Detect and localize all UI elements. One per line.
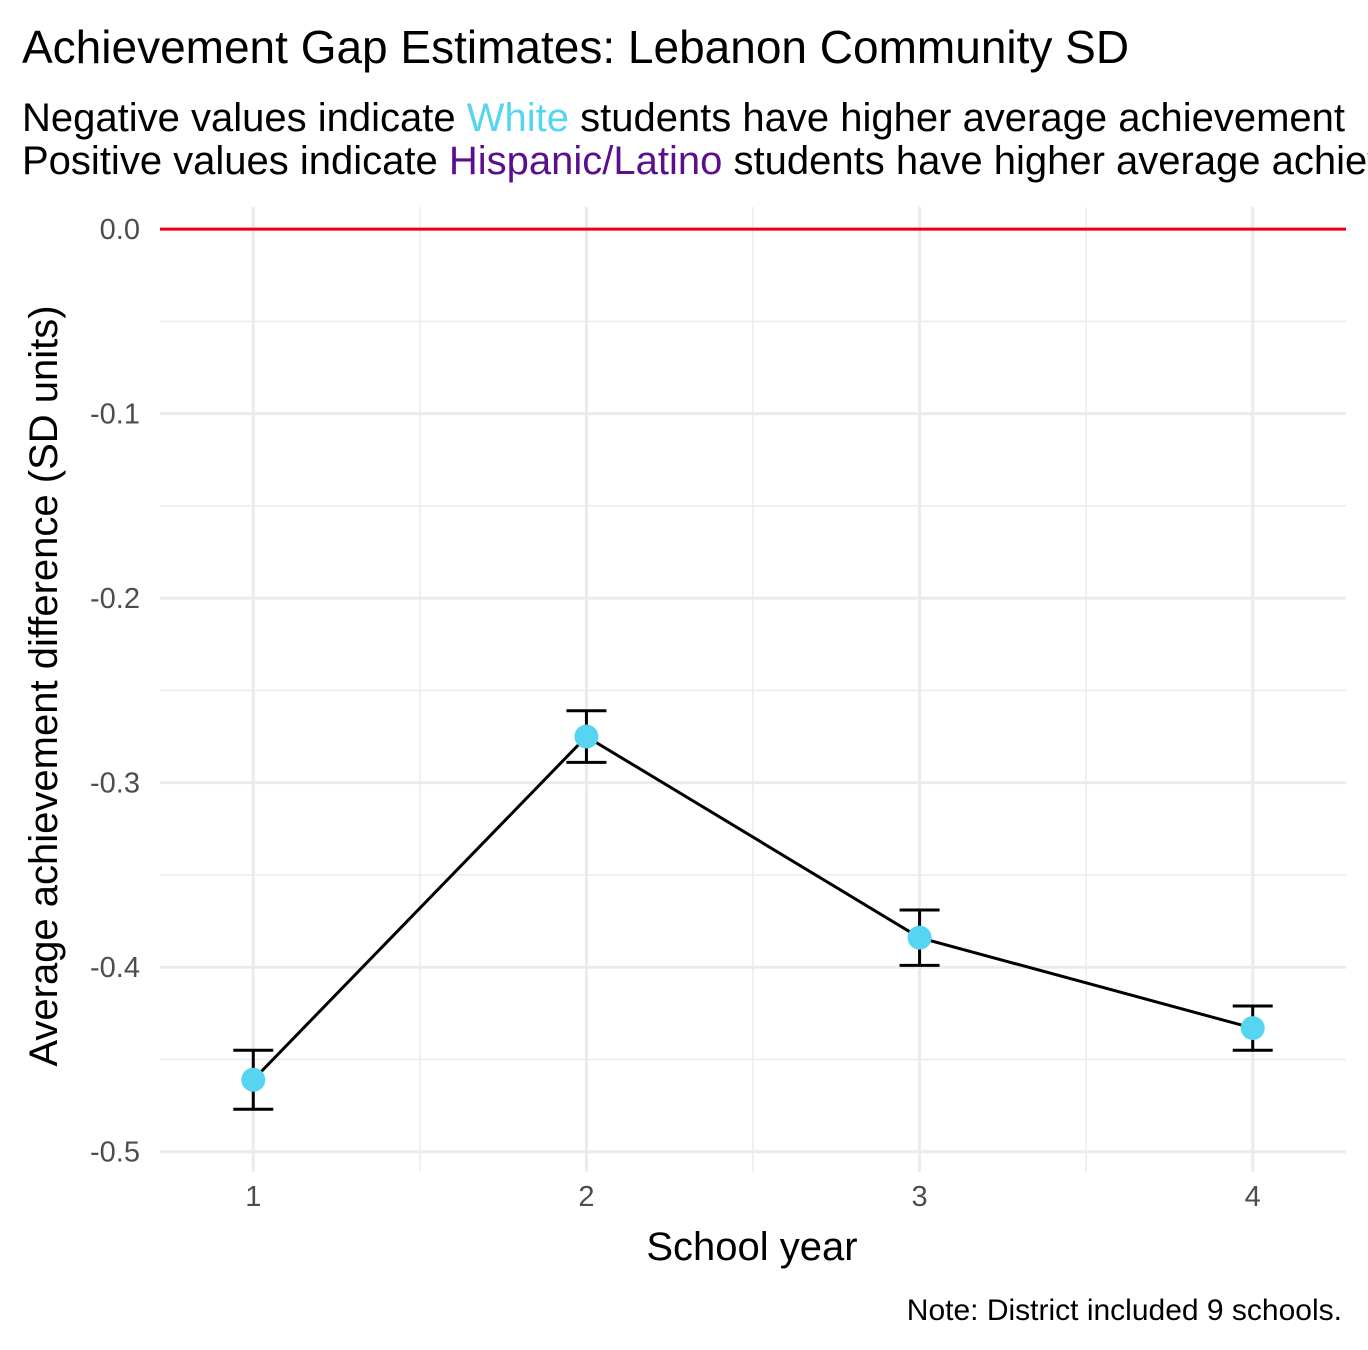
- subtitle-line-2-group: Hispanic/Latino: [449, 139, 723, 183]
- subtitle-line-1-group: White: [467, 96, 569, 140]
- y-tick-label: 0.0: [100, 214, 140, 246]
- x-tick-label: 4: [1245, 1181, 1261, 1213]
- series-line-group: [252, 734, 1254, 1081]
- data-point: [1240, 1016, 1265, 1041]
- x-axis-ticks: 1 2 3 4: [245, 1181, 1261, 1213]
- series-line: [252, 734, 1254, 1081]
- subtitle-line-2-suffix: students have higher average achievement: [722, 139, 1368, 183]
- x-tick-label: 2: [578, 1181, 594, 1213]
- subtitle-line-1: Negative values indicate White students …: [22, 96, 1345, 140]
- y-axis-ticks: -0.5 -0.4 -0.3 -0.2 -0.1 0.0: [90, 214, 140, 1169]
- y-tick-label: -0.2: [90, 583, 140, 615]
- grid: [160, 207, 1346, 1172]
- chart-title: Achievement Gap Estimates: Lebanon Commu…: [22, 21, 1129, 73]
- x-axis-title: School year: [646, 1225, 857, 1269]
- subtitle-line-1-suffix: students have higher average achievement: [569, 96, 1345, 140]
- caption: Note: District included 9 schools.: [907, 1294, 1342, 1327]
- x-tick-label: 3: [912, 1181, 928, 1213]
- subtitle-line-2: Positive values indicate Hispanic/Latino…: [22, 139, 1368, 183]
- y-tick-label: -0.4: [90, 952, 140, 984]
- y-tick-label: -0.3: [90, 768, 140, 800]
- data-point: [574, 724, 599, 749]
- subtitle-line-2-prefix: Positive values indicate: [22, 139, 449, 183]
- y-tick-label: -0.1: [90, 399, 140, 431]
- data-point: [907, 925, 932, 950]
- data-point: [241, 1067, 266, 1092]
- data-points: [241, 724, 1265, 1092]
- y-tick-label: -0.5: [90, 1137, 140, 1169]
- subtitle-line-1-prefix: Negative values indicate: [22, 96, 467, 140]
- y-axis-title: Average achievement difference (SD units…: [22, 305, 66, 1066]
- error-bars: [233, 709, 1273, 1111]
- x-tick-label: 1: [245, 1181, 261, 1213]
